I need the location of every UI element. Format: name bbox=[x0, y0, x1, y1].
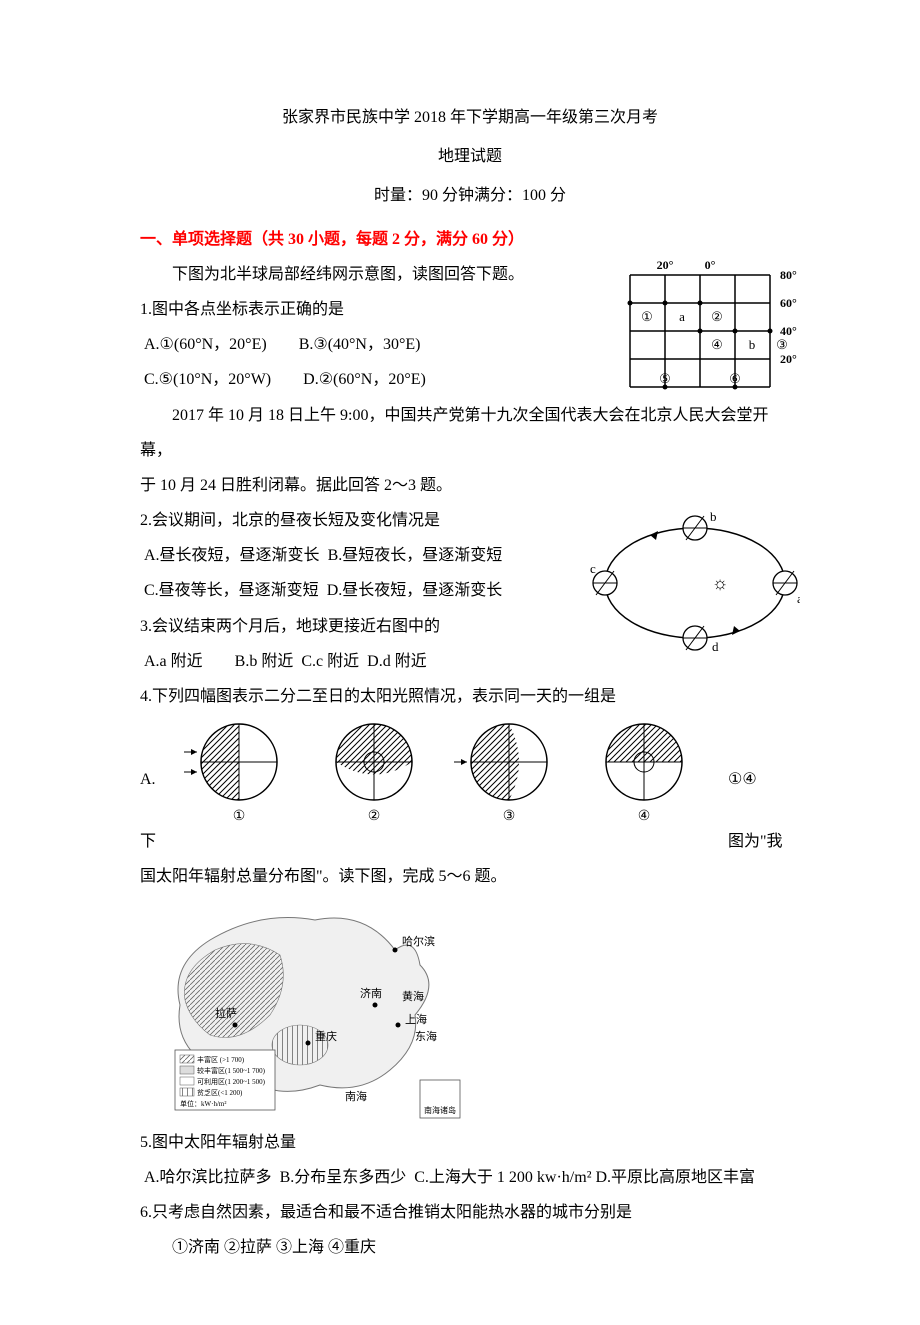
q4-opt-tail: ①④ bbox=[728, 770, 757, 824]
svg-text:a: a bbox=[797, 591, 800, 606]
svg-text:0°: 0° bbox=[705, 258, 716, 272]
svg-text:20°: 20° bbox=[657, 258, 674, 272]
q3-opt-a: A.a 附近 bbox=[144, 653, 203, 670]
q2-opt-c: C.昼夜等长，昼逐渐变短 bbox=[144, 582, 319, 599]
svg-text:可利用区(1 200~1 500): 可利用区(1 200~1 500) bbox=[197, 1077, 266, 1086]
svg-text:②: ② bbox=[368, 809, 381, 824]
svg-text:南海诸岛: 南海诸岛 bbox=[424, 1105, 456, 1115]
sun-diagrams: ① ② ③ bbox=[184, 714, 724, 824]
q1-opt-b: B.③(40°N，30°E) bbox=[299, 336, 421, 353]
q2-opt-a: A.昼长夜短，昼逐渐变长 bbox=[144, 547, 320, 564]
svg-text:济南: 济南 bbox=[360, 986, 382, 1000]
intro-5: 国太阳年辐射总量分布图"。读下图，完成 5～6 题。 bbox=[140, 859, 800, 894]
q2-opt-b: B.昼短夜长，昼逐渐变短 bbox=[328, 547, 503, 564]
svg-text:①: ① bbox=[641, 309, 653, 324]
q5-stem: 5.图中太阳年辐射总量 bbox=[140, 1125, 800, 1160]
q1-opt-c: C.⑤(10°N，20°W) bbox=[144, 371, 271, 388]
svg-text:40°: 40° bbox=[780, 324, 797, 338]
svg-text:a: a bbox=[679, 309, 685, 324]
svg-text:20°: 20° bbox=[780, 352, 797, 366]
svg-text:哈尔滨: 哈尔滨 bbox=[402, 934, 435, 948]
svg-text:拉萨: 拉萨 bbox=[215, 1006, 237, 1020]
header-line-3: 时量：90 分钟满分：100 分 bbox=[140, 178, 800, 213]
q1-opt-a: A.①(60°N，20°E) bbox=[144, 336, 267, 353]
section-1-heading: 一、单项选择题（共 30 小题，每题 2 分，满分 60 分） bbox=[140, 222, 800, 257]
q3-opt-c: C.c 附近 bbox=[301, 653, 359, 670]
orbit-figure: ☼ a b c bbox=[590, 503, 800, 663]
intro-2a: 2017 年 10 月 18 日上午 9:00，中国共产党第十九次全国代表大会在… bbox=[140, 398, 800, 468]
svg-text:上海: 上海 bbox=[405, 1012, 427, 1026]
svg-text:④: ④ bbox=[711, 337, 723, 352]
q5-options: A.哈尔滨比拉萨多 B.分布呈东多西少 C.上海大于 1 200 kw·h/m²… bbox=[140, 1160, 800, 1195]
svg-text:b: b bbox=[749, 337, 756, 352]
q6-stem: 6.只考虑自然因素，最适合和最不适合推销太阳能热水器的城市分别是 bbox=[140, 1195, 800, 1230]
header-line-2: 地理试题 bbox=[140, 139, 800, 174]
svg-text:丰富区 (>1 700): 丰富区 (>1 700) bbox=[197, 1055, 245, 1064]
q4-opt-a-prefix: A. bbox=[140, 770, 180, 824]
q6-options: ①济南 ②拉萨 ③上海 ④重庆 bbox=[140, 1230, 800, 1265]
header-line-1: 张家界市民族中学 2018 年下学期高一年级第三次月考 bbox=[140, 100, 800, 135]
intro-2b: 于 10 月 24 日胜利闭幕。据此回答 2～3 题。 bbox=[140, 468, 800, 503]
svg-text:南海: 南海 bbox=[345, 1089, 367, 1103]
svg-text:☼: ☼ bbox=[712, 573, 729, 593]
svg-text:80°: 80° bbox=[780, 268, 797, 282]
svg-text:贫乏区(<1 200): 贫乏区(<1 200) bbox=[197, 1088, 243, 1097]
svg-text:b: b bbox=[710, 509, 717, 524]
svg-text:单位：kW·h/m²: 单位：kW·h/m² bbox=[180, 1099, 226, 1108]
q3-opt-b: B.b 附近 bbox=[235, 653, 294, 670]
svg-text:较丰富区(1 500~1 700): 较丰富区(1 500~1 700) bbox=[197, 1066, 266, 1075]
q5-opt-a: A.哈尔滨比拉萨多 bbox=[144, 1169, 272, 1186]
q5-opt-c: C.上海大于 1 200 kw·h/m² bbox=[414, 1169, 591, 1186]
q5-opt-b: B.分布呈东多西少 bbox=[280, 1169, 407, 1186]
q5-opt-d: D.平原比高原地区丰富 bbox=[596, 1169, 756, 1186]
svg-text:东海: 东海 bbox=[415, 1029, 437, 1043]
svg-text:③: ③ bbox=[776, 337, 788, 352]
svg-text:③: ③ bbox=[503, 809, 516, 824]
svg-text:②: ② bbox=[711, 309, 723, 324]
svg-text:重庆: 重庆 bbox=[315, 1029, 337, 1043]
svg-text:c: c bbox=[590, 561, 596, 576]
q4-stem: 4.下列四幅图表示二分二至日的太阳光照情况，表示同一天的一组是 bbox=[140, 679, 800, 714]
svg-text:⑥: ⑥ bbox=[729, 371, 741, 386]
q3-opt-d: D.d 附近 bbox=[367, 653, 427, 670]
svg-text:60°: 60° bbox=[780, 296, 797, 310]
svg-text:d: d bbox=[712, 639, 719, 654]
q4-row2-tail: 图为"我 bbox=[728, 833, 783, 850]
q1-opt-d: D.②(60°N，20°E) bbox=[303, 371, 426, 388]
china-map-figure: 哈尔滨 济南 黄海 上海 东海 拉萨 重庆 南海 南海诸岛 丰富区 (>1 70… bbox=[140, 895, 800, 1125]
q4-diagram-row: A. ① bbox=[140, 714, 800, 824]
svg-text:⑤: ⑤ bbox=[659, 371, 671, 386]
svg-text:黄海: 黄海 bbox=[402, 989, 424, 1003]
q2-opt-d: D.昼长夜短，昼逐渐变长 bbox=[327, 582, 503, 599]
svg-text:①: ① bbox=[233, 809, 246, 824]
grid-figure: 20° 0° 80° 60° 40° 20° ① a ② ④ b ③ ⑤ ⑥ bbox=[610, 257, 800, 397]
q4-row2: 下 图为"我 bbox=[140, 824, 800, 859]
q4-row2-prefix: 下 bbox=[140, 824, 180, 859]
svg-text:④: ④ bbox=[638, 809, 651, 824]
